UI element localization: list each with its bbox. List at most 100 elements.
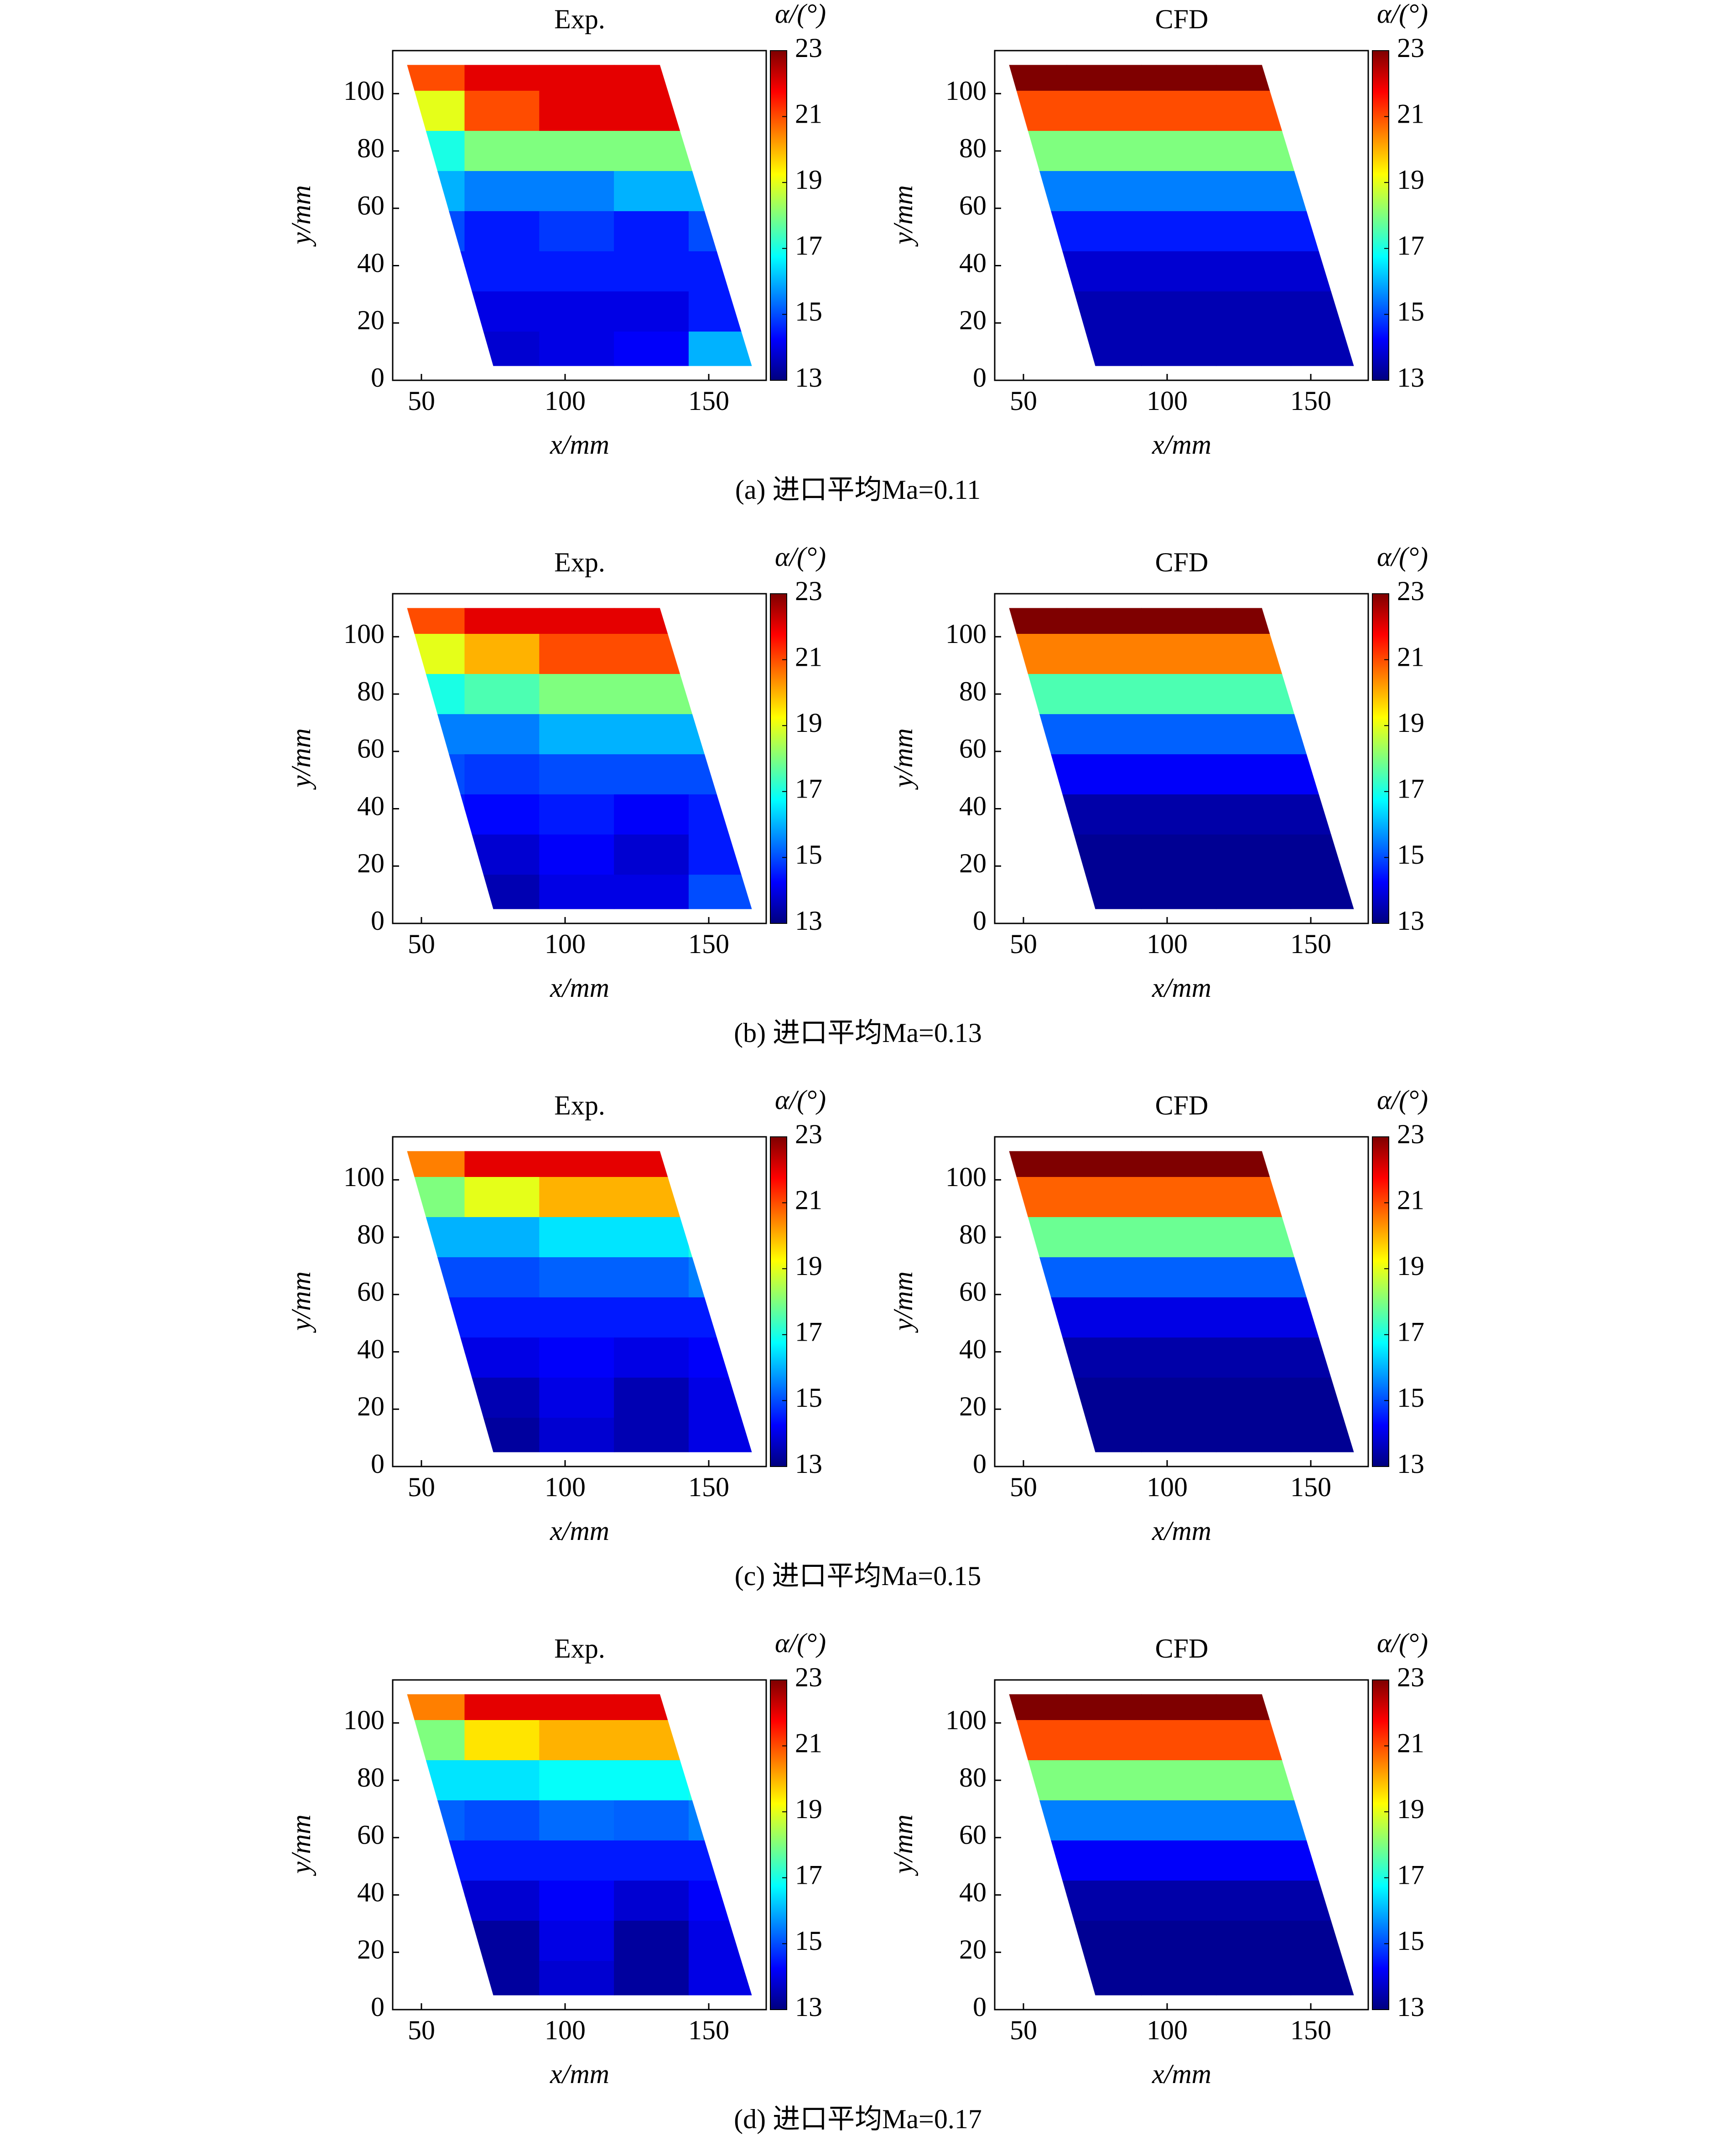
x-tick-label: 150 [688, 386, 729, 416]
colorbar-tick-label: 19 [1397, 1794, 1424, 1824]
x-tick-label: 100 [1147, 2015, 1188, 2045]
colorbar [1372, 593, 1389, 924]
panel-title: CFD [1155, 1633, 1209, 1664]
contour-cell [464, 291, 540, 332]
contour-cell [464, 714, 540, 755]
contour-cell [688, 131, 752, 172]
contour-cell [1141, 1217, 1217, 1258]
contour-cell [1066, 1840, 1142, 1881]
contour-cell [1141, 1800, 1217, 1841]
colorbar-tick-label: 23 [795, 1119, 822, 1149]
contour-cell [1216, 1337, 1291, 1379]
contour-cell [1009, 1151, 1067, 1178]
contour-cell [1141, 1337, 1217, 1379]
contour-cell [614, 1337, 689, 1379]
contour-cell [1216, 211, 1291, 252]
contour-cell [1216, 131, 1291, 172]
x-tick-label: 50 [1010, 386, 1037, 416]
colorbar-tick-label: 17 [795, 774, 822, 804]
contour-cell [614, 1720, 689, 1761]
contour-cell [539, 1177, 615, 1218]
x-axis-label: x/mm [550, 2059, 609, 2089]
panel-title: Exp. [554, 547, 605, 577]
colorbar-tick-label: 23 [795, 33, 822, 63]
contour-cell [1066, 1720, 1142, 1761]
y-tick-label: 20 [357, 1934, 384, 1964]
contour-cell [614, 714, 689, 755]
y-tick-label: 100 [343, 1705, 384, 1735]
contour-cell [688, 1760, 752, 1801]
y-tick-label: 80 [357, 133, 384, 163]
contour-cell [614, 1151, 689, 1178]
contour-cell [407, 608, 465, 635]
contour-cell [464, 875, 540, 909]
contour-cell [1066, 674, 1142, 715]
panel: 50 100 150 0 20 40 60 80 100 CFD x/mm y/mm 13 15 17 19 2… [888, 1628, 1428, 2089]
contour-cell [539, 834, 615, 876]
contour-cell [1216, 1378, 1291, 1419]
contour-cell [614, 1257, 689, 1298]
contour-cell [407, 674, 465, 715]
y-tick-label: 40 [357, 1334, 384, 1364]
contour-cell [688, 875, 752, 909]
contour-cell [539, 1151, 615, 1178]
x-tick-label: 50 [1010, 929, 1037, 959]
contour-cell [464, 251, 540, 292]
contour-cell [1066, 211, 1142, 252]
panel-title: Exp. [554, 4, 605, 34]
y-axis-label: y/mm [888, 728, 918, 790]
contour-cell [688, 291, 752, 332]
contour-cell [614, 171, 689, 212]
contour-cell [1141, 291, 1217, 332]
y-tick-label: 40 [959, 1877, 987, 1907]
contour-cell [1009, 291, 1067, 332]
contour-cell [688, 1921, 752, 1962]
contour-cell [539, 65, 615, 92]
contour-cell [688, 65, 752, 92]
contour-cell [1009, 1840, 1067, 1881]
contour-cell [1009, 1760, 1067, 1801]
contour-cell [407, 291, 465, 332]
contour-cell [1009, 714, 1067, 755]
y-tick-label: 100 [945, 1162, 987, 1192]
contour-cell [1009, 1297, 1067, 1338]
contour-cell [539, 754, 615, 795]
x-tick-label: 50 [408, 386, 435, 416]
contour-cell [1290, 1881, 1354, 1922]
contour-cell [1066, 332, 1142, 366]
colorbar-tick-label: 13 [795, 363, 822, 393]
contour-cell [1066, 1760, 1142, 1801]
contour-cell [1216, 875, 1291, 909]
contour-cell [1066, 1800, 1142, 1841]
contour-cell [407, 1881, 465, 1922]
contour-cell [1141, 251, 1217, 292]
contour-cell [1216, 1297, 1291, 1338]
contour-cell [1290, 674, 1354, 715]
contour-cell [1066, 65, 1142, 92]
y-tick-label: 0 [973, 1449, 987, 1479]
contour-cell [1066, 1151, 1142, 1178]
colorbar-tick-label: 15 [795, 1926, 822, 1956]
contour-cell [539, 251, 615, 292]
x-tick-label: 150 [1290, 1472, 1331, 1502]
contour-cell [1141, 834, 1217, 876]
x-tick-label: 50 [1010, 2015, 1037, 2045]
contour-cell [1290, 1151, 1354, 1178]
contour-cell [1009, 1720, 1067, 1761]
x-tick-label: 100 [1147, 929, 1188, 959]
contour-cell [464, 1337, 540, 1379]
contour-cell [1009, 1418, 1067, 1452]
contour-cell [614, 211, 689, 252]
contour-cell [614, 1418, 689, 1452]
contour-cell [1009, 171, 1067, 212]
y-tick-label: 80 [959, 676, 987, 706]
contour-cell [407, 211, 465, 252]
contour-cell [614, 1760, 689, 1801]
y-tick-label: 80 [357, 1219, 384, 1249]
y-tick-label: 60 [959, 1277, 987, 1307]
colorbar-tick-label: 23 [795, 1662, 822, 1692]
contour-cell [464, 1217, 540, 1258]
colorbar [1372, 50, 1389, 381]
contour-cell [1066, 1257, 1142, 1298]
contour-cell [1141, 714, 1217, 755]
